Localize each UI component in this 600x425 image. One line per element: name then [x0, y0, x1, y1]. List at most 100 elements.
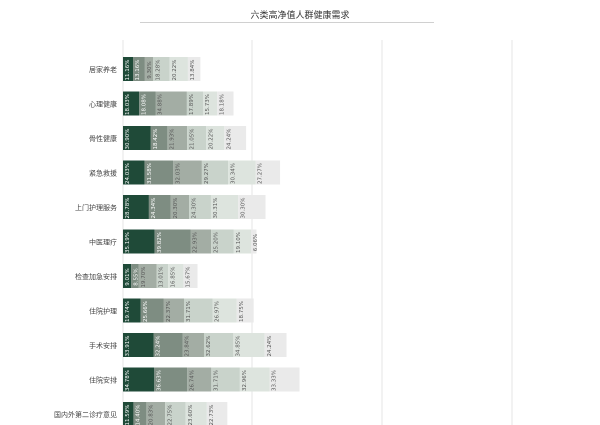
bar-segment	[190, 229, 212, 254]
bar-segment	[123, 195, 149, 219]
bar-segment	[206, 402, 228, 425]
category-label: 检查加急安排	[75, 272, 117, 281]
bar-segment	[156, 264, 169, 288]
bar-segment	[123, 160, 145, 185]
data-label: 20.22%	[208, 129, 214, 150]
data-label: 19.74%	[125, 301, 131, 322]
bar-segment	[123, 264, 132, 288]
bar-segment	[123, 57, 134, 81]
bar-segment	[150, 126, 168, 150]
category-label: 居家养老	[89, 65, 117, 74]
bar-segment	[154, 229, 191, 254]
bar-segment	[146, 402, 166, 425]
bar-segment	[123, 91, 140, 116]
bar-segment	[203, 333, 234, 357]
data-label: 14.40%	[136, 405, 142, 425]
data-label: 35.19%	[125, 232, 131, 253]
data-label: 34.78%	[125, 370, 131, 391]
data-label: 18.08%	[141, 94, 147, 115]
data-label: 33.91%	[125, 336, 131, 357]
bar-segment	[153, 57, 170, 81]
bar-segment	[211, 367, 240, 392]
bar-segment	[123, 402, 134, 425]
bar-segment	[163, 298, 184, 323]
data-label: 24.24%	[226, 129, 232, 150]
bar-segment	[131, 264, 139, 288]
bar-segment	[182, 333, 204, 357]
data-label: 19.10%	[236, 232, 242, 253]
bar-segment	[155, 91, 187, 116]
data-label: 9.01%	[125, 268, 131, 285]
data-label: 17.89%	[189, 94, 195, 115]
bar-segment	[153, 333, 183, 357]
bar-segment	[269, 367, 300, 392]
data-label: 21.05%	[189, 129, 195, 150]
data-label: 18.03%	[125, 94, 131, 115]
data-label: 11.16%	[125, 60, 131, 81]
bar-segment	[202, 91, 218, 116]
bar-segment	[206, 126, 225, 150]
chart-title: 六类高净值人群健康需求	[250, 10, 350, 20]
bar-segment	[201, 160, 229, 185]
data-label: 11.59%	[125, 405, 131, 425]
data-label: 26.97%	[215, 301, 221, 322]
data-label: 32.96%	[242, 370, 248, 391]
bar-segment	[251, 229, 257, 254]
bar-segment	[187, 126, 207, 150]
category-label: 上门护理服务	[75, 203, 117, 212]
data-label: 18.42%	[153, 129, 159, 150]
data-label: 39.82%	[157, 232, 163, 253]
data-label: 34.88%	[158, 94, 164, 115]
data-label: 21.93%	[170, 129, 176, 150]
data-label: 24.03%	[125, 163, 131, 184]
bar-segment	[217, 91, 234, 116]
bar-segment	[236, 298, 254, 323]
data-label: 36.63%	[157, 370, 163, 391]
data-label: 31.71%	[214, 370, 220, 391]
bar-segment	[123, 333, 154, 357]
bar-segment	[210, 195, 239, 219]
bar-segment	[183, 298, 213, 323]
data-label: 25.66%	[143, 301, 149, 322]
data-label: 29.27%	[204, 163, 210, 184]
data-label: 32.24%	[156, 336, 162, 357]
data-label: 24.34%	[151, 198, 157, 219]
bar-segment	[186, 91, 203, 116]
data-label: 23.60%	[188, 405, 194, 425]
data-label: 8.55%	[133, 268, 139, 285]
bar-segment	[228, 160, 256, 185]
bar-segment	[148, 195, 171, 219]
bar-segment	[144, 160, 174, 185]
bar-segment	[144, 57, 154, 81]
data-label: 32.62%	[206, 336, 212, 357]
data-label: 31.58%	[147, 163, 153, 184]
category-label: 手术安排	[89, 341, 117, 350]
bar-segment	[233, 229, 252, 254]
data-label: 19.70%	[141, 267, 147, 288]
bar-segment	[165, 402, 186, 425]
data-label: 20.83%	[149, 405, 155, 425]
data-label: 13.84%	[190, 60, 196, 81]
data-label: 16.85%	[170, 267, 176, 288]
bar-segment	[187, 57, 201, 81]
category-label: 心理健康	[89, 100, 117, 109]
bar-segment	[123, 229, 155, 254]
data-label: 18.28%	[155, 60, 161, 81]
data-label: 13.16%	[135, 60, 141, 81]
bar-segment	[168, 264, 184, 288]
data-label: 22.75%	[167, 405, 173, 425]
category-label: 中医理疗	[89, 238, 117, 247]
bar-segment	[138, 264, 157, 288]
bar-segment	[233, 333, 265, 357]
category-label: 紧急救援	[89, 169, 117, 178]
data-label: 30.30%	[240, 198, 246, 219]
bar-segment	[123, 298, 141, 323]
bar-segment	[133, 57, 145, 81]
data-label: 22.93%	[193, 232, 199, 253]
bar-segment	[264, 333, 287, 357]
bar-segment	[189, 195, 211, 219]
category-label: 住院安排	[89, 376, 117, 385]
bar-segment	[239, 367, 270, 392]
title-divider	[140, 22, 434, 23]
